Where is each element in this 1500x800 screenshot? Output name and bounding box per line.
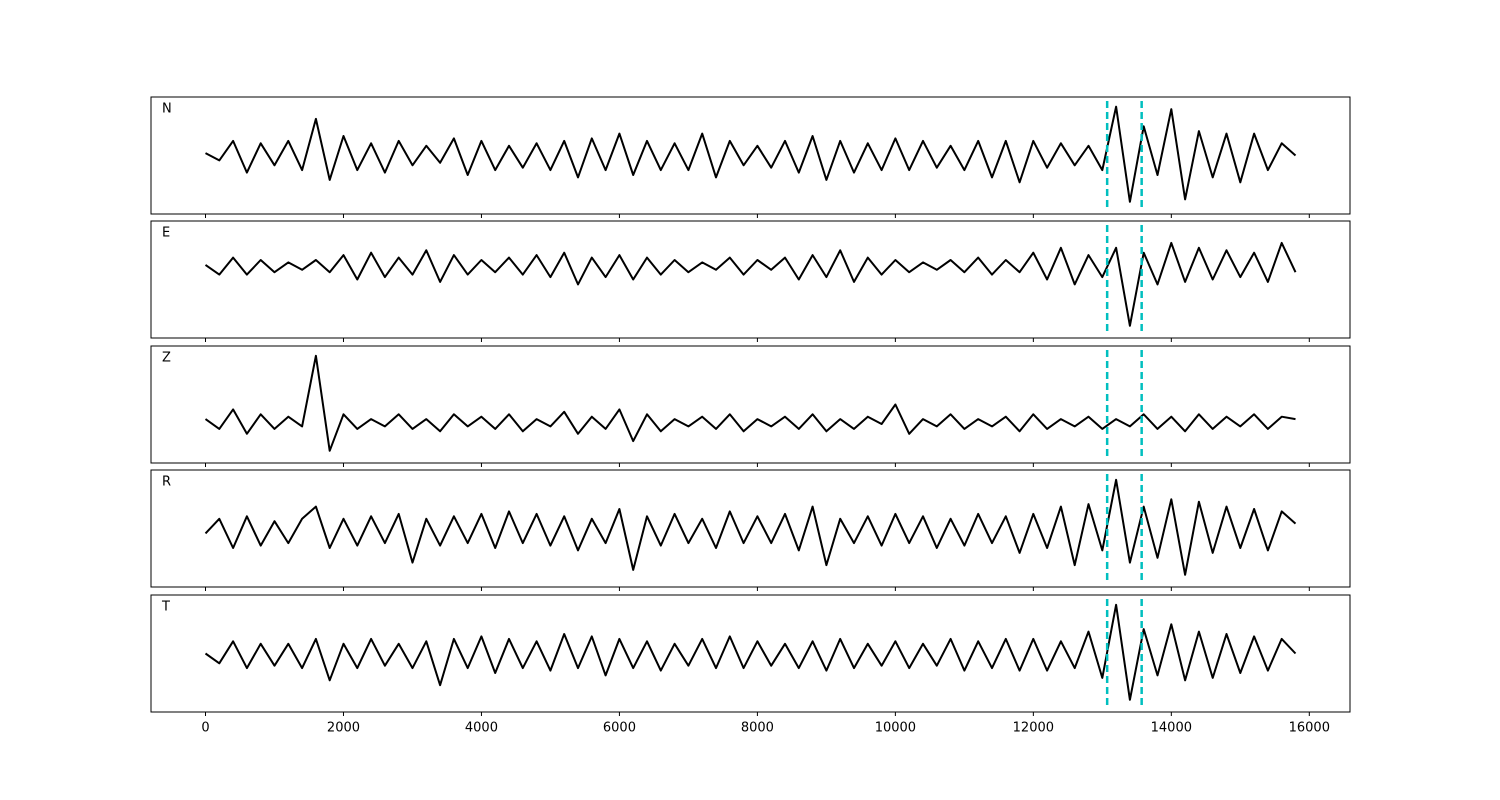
panel-frame bbox=[150, 96, 1351, 215]
x-tick-label: 4000 bbox=[465, 721, 498, 736]
panel-label: N bbox=[162, 102, 172, 117]
x-tick-label: 10000 bbox=[875, 721, 916, 736]
trace bbox=[204, 603, 1297, 701]
panel-label: T bbox=[161, 600, 170, 615]
panel-label: Z bbox=[162, 351, 171, 366]
x-tick-label: 12000 bbox=[1013, 721, 1054, 736]
panel-frame bbox=[150, 469, 1351, 588]
x-tick-label: 6000 bbox=[603, 721, 636, 736]
x-tick-label: 16000 bbox=[1289, 721, 1330, 736]
trace bbox=[205, 105, 1297, 203]
panel-frame bbox=[150, 594, 1351, 713]
panel-label: R bbox=[162, 475, 171, 490]
panel-label: E bbox=[162, 226, 170, 241]
x-tick-label: 8000 bbox=[741, 721, 774, 736]
trace bbox=[204, 478, 1297, 576]
x-tick-label: 2000 bbox=[327, 721, 360, 736]
panel-frame bbox=[150, 220, 1351, 339]
x-tick-label: 14000 bbox=[1151, 721, 1192, 736]
panel-frame bbox=[150, 345, 1351, 464]
trace bbox=[204, 354, 1296, 452]
trace bbox=[204, 241, 1297, 327]
x-tick-label: 0 bbox=[201, 721, 209, 736]
